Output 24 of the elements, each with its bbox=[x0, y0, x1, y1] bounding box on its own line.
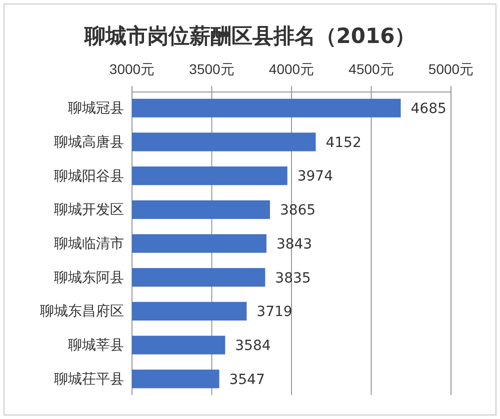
y-tick-label: 聊城高唐县 bbox=[54, 133, 124, 150]
data-label: 3835 bbox=[275, 270, 311, 286]
data-label: 3547 bbox=[229, 372, 265, 388]
data-label: 4685 bbox=[410, 100, 446, 117]
data-label: 3719 bbox=[256, 304, 292, 320]
x-tick-label: 3500元 bbox=[189, 61, 234, 77]
data-label: 3865 bbox=[280, 202, 316, 219]
data-label: 3974 bbox=[297, 168, 334, 185]
x-tick-label: 3000元 bbox=[109, 61, 155, 77]
data-label: 3843 bbox=[276, 236, 312, 252]
data-label: 4152 bbox=[326, 134, 362, 151]
x-tick-label: 4500元 bbox=[348, 61, 394, 77]
y-tick-label: 聊城开发区 bbox=[54, 201, 124, 218]
y-tick-label: 聊城临清市 bbox=[54, 234, 124, 251]
y-tick-label: 聊城阳谷县 bbox=[54, 167, 124, 184]
data-label: 3584 bbox=[235, 338, 271, 354]
y-tick-label: 聊城东阿县 bbox=[54, 268, 124, 285]
y-tick-label: 聊城茌平县 bbox=[54, 370, 124, 386]
x-tick-label: 5000元 bbox=[428, 61, 474, 77]
y-tick-label: 聊城东昌府区 bbox=[40, 302, 124, 319]
x-tick-label: 4000元 bbox=[268, 61, 314, 77]
y-tick-label: 聊城莘县 bbox=[68, 336, 124, 353]
y-tick-label: 聊城冠县 bbox=[68, 100, 124, 116]
chart-title: 聊城市岗位薪酬区县排名（2016） bbox=[83, 24, 416, 48]
